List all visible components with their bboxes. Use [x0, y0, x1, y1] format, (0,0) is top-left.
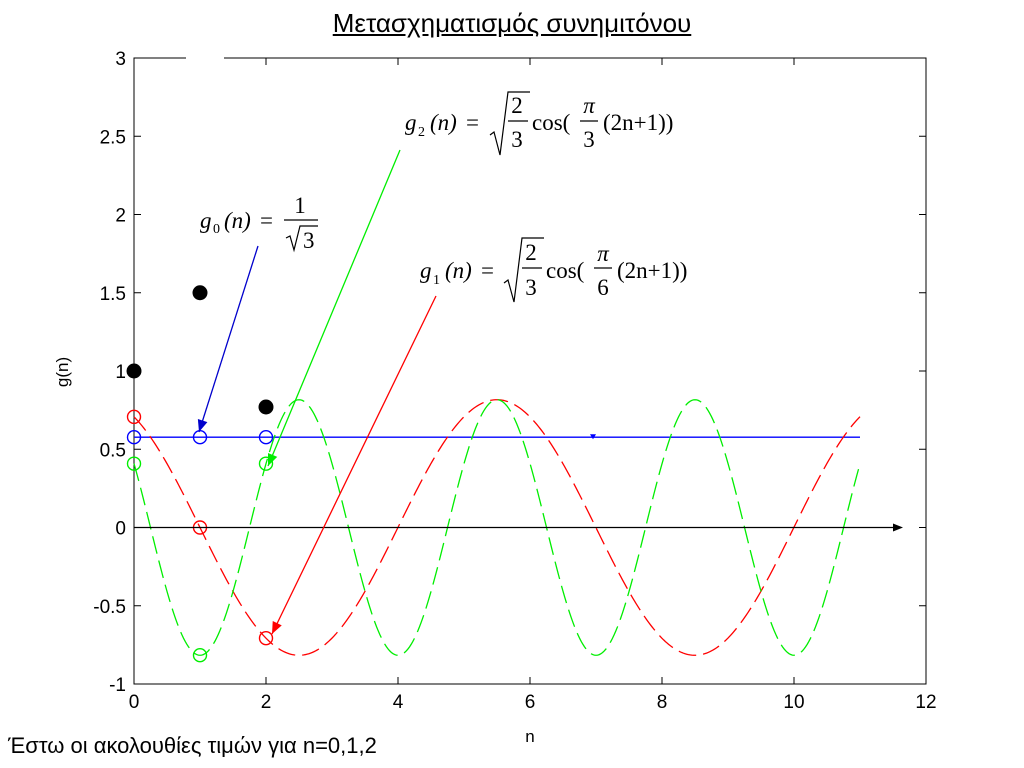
- marker-g0: [126, 429, 142, 445]
- arrow-g2-shaft: [267, 149, 401, 467]
- x-tick-label: 6: [525, 692, 536, 713]
- eq-g2-rden: 3: [511, 127, 523, 152]
- eq-g1-eq: =: [481, 258, 494, 283]
- y-tick-label: 1.5: [100, 284, 126, 305]
- eq-g1-pnum: π: [597, 241, 610, 266]
- eq-g1-rnum: 2: [525, 240, 537, 265]
- eq-g1-cos: cos(: [546, 258, 584, 283]
- marker-g2: [258, 456, 274, 471]
- series-line-g1: [133, 399, 861, 656]
- equation-g1: g 1 (n) = 2 3 cos( π 6 (2n+1)): [420, 237, 687, 303]
- equation-g2: g 2 (n) = 2 3 cos( π 3 (2n+1)): [405, 91, 673, 156]
- top-gap: [186, 55, 224, 61]
- series-markers: [126, 285, 596, 663]
- black-point: [192, 285, 208, 301]
- eq-g1-sub: 1: [433, 273, 440, 288]
- blue-tick-mark: [590, 434, 596, 440]
- chart-title: Μετασχηματισμός συνημιτόνου: [332, 8, 692, 38]
- y-tick-label: 3: [115, 49, 126, 70]
- eq-g2-pnum: π: [583, 93, 596, 118]
- eq-g0-eq: =: [260, 208, 273, 233]
- plot-box: [133, 57, 927, 685]
- eq-g0-num: 1: [294, 193, 306, 218]
- x-tick-label: 12: [915, 692, 936, 713]
- eq-g2-rnum: 2: [511, 93, 523, 118]
- marker-g2: [192, 648, 208, 663]
- y-axis-label: g(n): [53, 357, 72, 387]
- eq-g1-tail: (2n+1)): [617, 258, 687, 283]
- annotation-arrows: [134, 149, 903, 635]
- zero-axis-arrowhead: [893, 523, 903, 532]
- marker-g2: [126, 456, 142, 471]
- eq-g2-tail: (2n+1)): [603, 110, 673, 135]
- x-tick-label: 4: [393, 692, 404, 713]
- eq-g0-sub: 0: [213, 222, 220, 237]
- eq-g2-sub: 2: [418, 125, 425, 140]
- y-tick-label: -0.5: [93, 597, 126, 618]
- axis-ticks: -1-0.500.511.522.530 2 4 6 8 10 12: [93, 49, 936, 713]
- y-tick-label: 2: [115, 206, 126, 227]
- plot-frame: [133, 55, 927, 685]
- x-tick-label: 2: [261, 692, 272, 713]
- marker-g1: [258, 630, 274, 646]
- marker-g1: [126, 409, 142, 425]
- series-line-g2: [133, 399, 861, 656]
- x-axis-label: n: [525, 727, 534, 746]
- arrow-g1-head: [272, 621, 282, 634]
- arrow-g2-head: [268, 453, 278, 466]
- black-point: [126, 363, 142, 379]
- black-point: [258, 399, 274, 415]
- arrow-g0-shaft: [198, 245, 259, 433]
- arrow-g1-shaft: [271, 295, 437, 635]
- eq-g0-den: 3: [303, 228, 315, 253]
- y-tick-label: 0: [115, 519, 126, 540]
- marker-g0: [258, 429, 274, 445]
- x-tick-label: 0: [129, 692, 140, 713]
- equation-g0: g 0 (n) = 1 3: [200, 193, 318, 253]
- y-tick-label: 2.5: [100, 127, 126, 148]
- eq-g2-n: (n): [430, 110, 457, 135]
- series-lines: [133, 399, 861, 656]
- x-tick-label: 8: [657, 692, 668, 713]
- eq-g1-n: (n): [445, 258, 472, 283]
- eq-g0-n: (n): [224, 208, 251, 233]
- eq-g2-cos: cos(: [532, 110, 570, 135]
- eq-g1-g: g: [420, 258, 432, 283]
- x-tick-label: 10: [783, 692, 804, 713]
- eq-g0-g: g: [200, 208, 212, 233]
- eq-g2-g: g: [405, 110, 417, 135]
- y-tick-label: -1: [109, 675, 126, 696]
- y-tick-label: 0.5: [100, 440, 126, 461]
- caption-text: Έστω οι ακολουθίες τιμών για n=0,1,2: [8, 733, 377, 758]
- arrow-g0-head: [197, 419, 208, 432]
- eq-g1-rden: 3: [525, 275, 537, 300]
- eq-g2-pden: 3: [583, 127, 595, 152]
- eq-g1-pden: 6: [597, 275, 609, 300]
- eq-g2-eq: =: [466, 110, 479, 135]
- y-tick-label: 1: [115, 362, 126, 383]
